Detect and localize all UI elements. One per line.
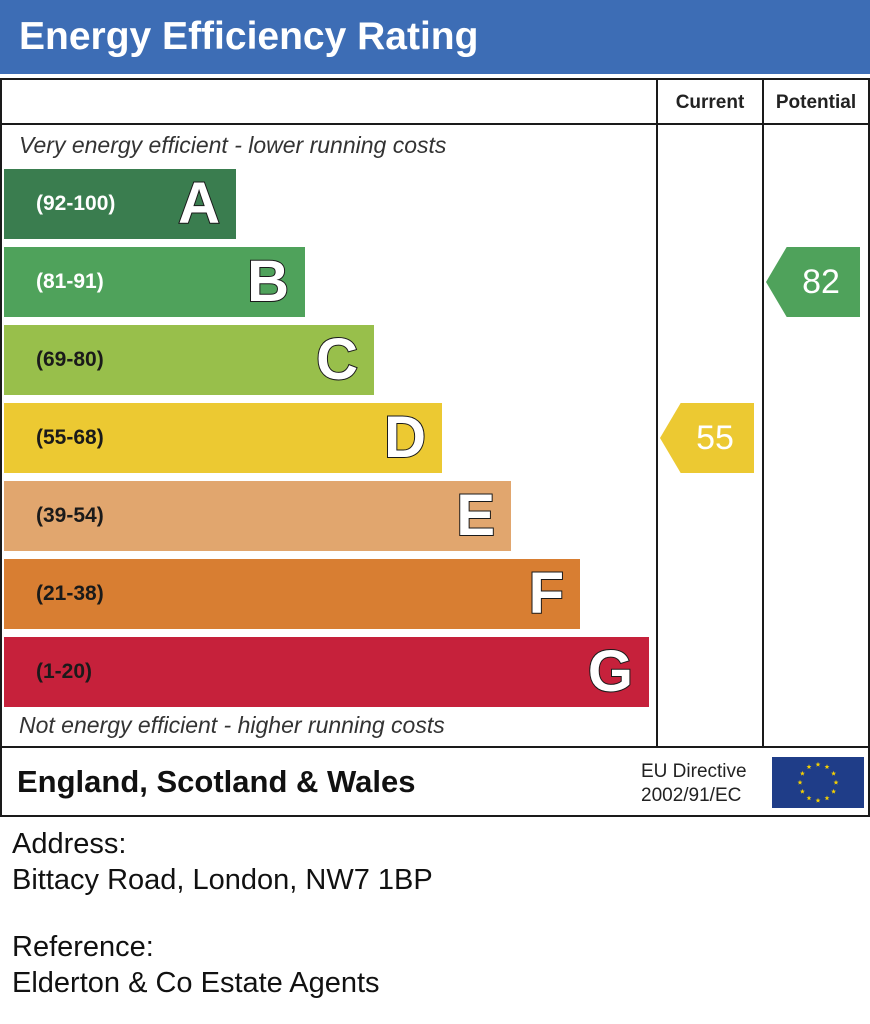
band-e-letter: E (455, 482, 496, 549)
region-label: England, Scotland & Wales (17, 764, 416, 799)
address-block: Address: Bittacy Road, London, NW7 1BP (12, 826, 433, 898)
band-a: (92-100) A (4, 169, 236, 239)
potential-column-header: Potential (775, 92, 857, 113)
header-row-divider (2, 123, 868, 125)
band-e-range: (39-54) (36, 504, 104, 527)
eu-star-icon (797, 779, 803, 785)
band-d-range: (55-68) (36, 426, 104, 449)
chart-title: Energy Efficiency Rating (0, 0, 870, 74)
potential-rating-value: 82 (802, 263, 840, 301)
reference-block: Reference: Elderton & Co Estate Agents (12, 929, 380, 1001)
eu-star-icon (831, 788, 837, 794)
current-rating-arrow: 55 (660, 403, 754, 473)
current-rating-value: 55 (696, 419, 734, 457)
eu-directive-label: EU Directive 2002/91/EC (641, 760, 747, 808)
band-a-range: (92-100) (36, 192, 116, 215)
potential-rating-arrow: 82 (766, 247, 860, 317)
band-f: (21-38) F (4, 559, 580, 629)
eu-star-icon (815, 761, 821, 767)
address-label: Address: (12, 828, 127, 860)
band-c: (69-80) C (4, 325, 374, 395)
band-g: (1-20) G (4, 637, 649, 707)
eu-star-icon (799, 770, 805, 776)
eu-star-icon (806, 795, 812, 801)
band-b-letter: B (246, 248, 290, 315)
eu-directive-line1: EU Directive (641, 761, 747, 782)
eu-flag-icon (772, 757, 864, 808)
eu-star-icon (806, 764, 812, 770)
current-column-divider (656, 80, 658, 748)
eu-star-icon (824, 764, 830, 770)
band-c-range: (69-80) (36, 348, 104, 371)
bottom-caption: Not energy efficient - higher running co… (19, 712, 445, 738)
band-g-range: (1-20) (36, 660, 93, 683)
eu-star-icon (815, 797, 821, 803)
eu-star-icon (824, 795, 830, 801)
eu-directive-line2: 2002/91/EC (641, 785, 742, 806)
rating-chart-frame: Current Potential Very energy efficient … (0, 78, 870, 817)
band-b-range: (81-91) (36, 270, 104, 293)
footer-divider (2, 746, 868, 748)
potential-column-divider (762, 80, 764, 748)
eu-star-icon (799, 788, 805, 794)
band-g-letter: G (587, 638, 634, 705)
reference-value: Elderton & Co Estate Agents (12, 967, 380, 999)
band-e: (39-54) E (4, 481, 511, 551)
top-caption: Very energy efficient - lower running co… (19, 132, 447, 158)
band-d: (55-68) D (4, 403, 442, 473)
band-f-letter: F (528, 560, 565, 627)
band-f-range: (21-38) (36, 582, 104, 605)
band-c-letter: C (315, 326, 359, 393)
eu-star-icon (831, 770, 837, 776)
eu-star-icon (833, 779, 839, 785)
band-d-letter: D (383, 404, 427, 471)
address-value: Bittacy Road, London, NW7 1BP (12, 864, 433, 896)
reference-label: Reference: (12, 931, 154, 963)
current-column-header: Current (675, 92, 745, 113)
band-a-letter: A (177, 170, 221, 237)
band-b: (81-91) B (4, 247, 305, 317)
